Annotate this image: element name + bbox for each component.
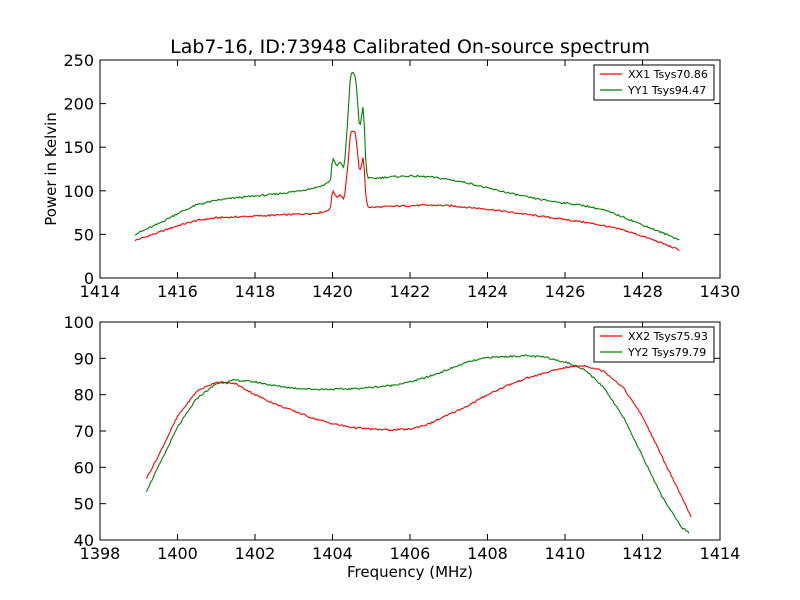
bottom-x-tick-label: 1410 [545, 544, 586, 563]
top-y-tick-label: 250 [63, 51, 94, 70]
top-x-tick-label: 1424 [467, 282, 508, 301]
top-ticks-layer: 1414 1416 1418 1420 1422 1424 1426 1428 1430 0 50 1… [63, 51, 740, 301]
x-axis-label: Frequency (MHz) [347, 563, 473, 581]
top-y-tick-label: 50 [74, 225, 94, 244]
top-series-layer [134, 71, 680, 252]
top-legend-label-yy1: YY1 Tsys94.47 [627, 84, 706, 97]
bottom-x-tick-label: 1400 [157, 544, 198, 563]
top-y-axis-label: Power in Kelvin [42, 112, 60, 226]
bottom-series-yy-line [146, 354, 690, 534]
top-spectrum-panel: 1414 1416 1418 1420 1422 1424 1426 1428 1430 0 50 1… [42, 51, 740, 301]
bottom-legend-box [593, 326, 715, 363]
bottom-legend: XX2 Tsys75.93 YY2 Tsys79.79 [593, 326, 715, 363]
top-y-tick-label: 200 [63, 95, 94, 114]
bottom-ticks-layer: 1398 1400 1402 1404 1406 1408 1410 1412 1414 40 50… [63, 313, 740, 563]
bottom-legend-label-yy2: YY2 Tsys79.79 [627, 346, 706, 359]
top-y-tick-label: 150 [63, 138, 94, 157]
bottom-x-tick-label: 1404 [312, 544, 353, 563]
top-x-tick-label: 1426 [545, 282, 586, 301]
top-y-tick-label: 0 [84, 269, 94, 288]
top-x-tick-label: 1428 [622, 282, 663, 301]
bottom-spectrum-panel: 1398 1400 1402 1404 1406 1408 1410 1412 1414 40 50… [63, 313, 740, 581]
bottom-x-tick-label: 1414 [700, 544, 741, 563]
top-legend-label-xx1: XX1 Tsys70.86 [628, 68, 708, 81]
bottom-legend-label-xx2: XX2 Tsys75.93 [628, 330, 708, 343]
bottom-y-tick-label: 90 [74, 349, 94, 368]
bottom-y-tick-label: 70 [74, 422, 94, 441]
bottom-x-tick-label: 1412 [622, 544, 663, 563]
bottom-x-tick-label: 1398 [80, 544, 121, 563]
top-legend-box [593, 64, 715, 101]
top-x-tick-label: 1430 [700, 282, 741, 301]
top-x-tick-label: 1414 [80, 282, 121, 301]
bottom-x-tick-label: 1408 [467, 544, 508, 563]
top-x-tick-label: 1416 [157, 282, 198, 301]
bottom-y-tick-label: 60 [74, 458, 94, 477]
top-x-tick-label: 1418 [235, 282, 276, 301]
bottom-series-xx-line [145, 364, 692, 518]
bottom-series-layer [145, 354, 692, 534]
bottom-x-tick-label: 1402 [235, 544, 276, 563]
bottom-x-tick-label: 1406 [390, 544, 431, 563]
top-y-tick-label: 100 [63, 182, 94, 201]
bottom-y-tick-label: 50 [74, 495, 94, 514]
top-series-yy-line [134, 71, 680, 241]
top-legend: XX1 Tsys70.86 YY1 Tsys94.47 [593, 64, 715, 101]
top-x-tick-label: 1422 [390, 282, 431, 301]
bottom-y-tick-label: 100 [63, 313, 94, 332]
bottom-y-tick-label: 40 [74, 531, 94, 550]
bottom-y-tick-label: 80 [74, 386, 94, 405]
chart-title: Lab7-16, ID:73948 Calibrated On-source s… [170, 36, 650, 58]
top-x-tick-label: 1420 [312, 282, 353, 301]
top-series-xx-line [134, 130, 680, 252]
